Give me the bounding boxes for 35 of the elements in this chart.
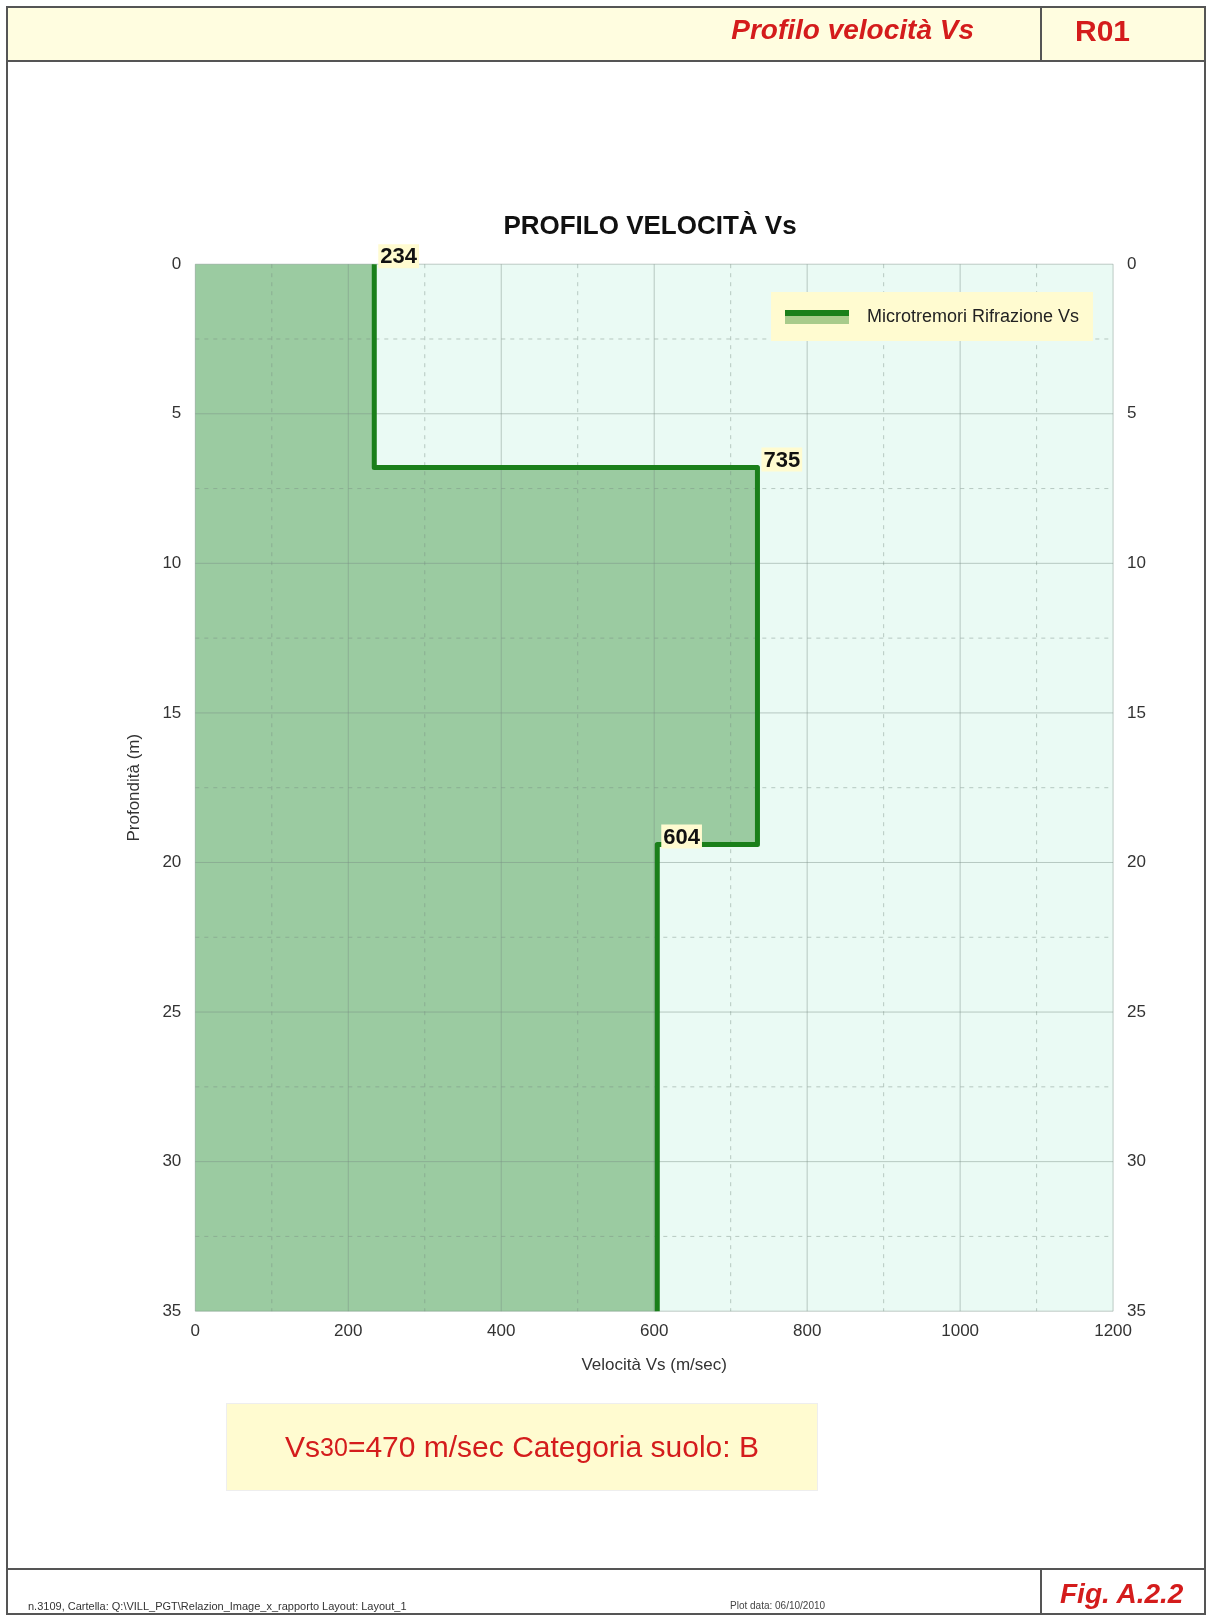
x-tick-label: 400	[487, 1321, 516, 1341]
x-tick-label: 200	[334, 1321, 363, 1341]
legend-label: Microtremori Rifrazione Vs	[867, 306, 1080, 328]
y2-tick-label: 0	[1127, 253, 1137, 273]
annotation: 735	[763, 446, 801, 472]
y-tick-label: 20	[162, 852, 182, 872]
text: n.3109, Cartella: Q:\VILL_PGT\Relazion_Image_x_rapporto Layout: Layout_1	[28, 1600, 407, 1612]
text: Plot data: 06/10/2010	[730, 1600, 826, 1611]
y-tick-label: 30	[162, 1151, 182, 1171]
y-axis-title: Profondità (m)	[123, 733, 143, 842]
y-tick-label: 25	[162, 1001, 182, 1021]
y2-tick-label: 5	[1127, 403, 1137, 423]
y-tick-label: 0	[171, 253, 182, 273]
y2-tick-label: 20	[1127, 852, 1147, 872]
y2-tick-label: 15	[1127, 702, 1147, 722]
y2-tick-label: 10	[1127, 553, 1147, 573]
x-tick-label: 1000	[941, 1321, 980, 1341]
y2-tick-label: 35	[1127, 1300, 1147, 1320]
y-tick-label: 5	[171, 403, 182, 423]
x-tick-label: 1200	[1094, 1321, 1132, 1341]
x-tick-label: 600	[640, 1321, 669, 1341]
annotation: 604	[663, 823, 701, 849]
y2-tick-label: 30	[1127, 1151, 1147, 1171]
text: Fig. A.2.2	[1060, 1578, 1184, 1610]
y-tick-label: 35	[162, 1300, 182, 1320]
x-axis-title: Velocità Vs (m/sec)	[581, 1355, 727, 1375]
x-tick-label: 800	[792, 1321, 822, 1341]
y-tick-label: 15	[162, 702, 182, 722]
chart-title: PROFILO VELOCITÀ Vs	[502, 210, 798, 241]
x-tick-label: 0	[190, 1321, 201, 1341]
y-tick-label: 10	[162, 553, 182, 573]
y2-tick-label: 25	[1127, 1001, 1147, 1021]
text: R01	[1075, 14, 1131, 48]
text: Profilo velocità Vs	[731, 14, 974, 46]
annotation: 234	[380, 243, 418, 269]
